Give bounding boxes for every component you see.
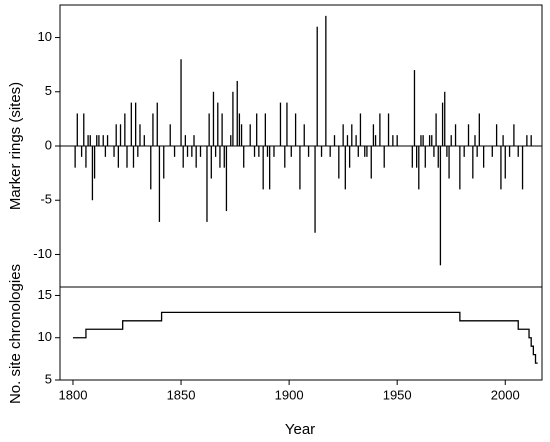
plot-frame xyxy=(59,286,543,381)
x-tick-label: 1950 xyxy=(383,387,412,402)
y-tick-label: 0 xyxy=(45,137,52,152)
y-axis-label: Marker rings (sites) xyxy=(7,82,24,210)
y-tick-label: -5 xyxy=(40,192,52,207)
y-tick-label: 15 xyxy=(38,287,52,302)
x-tick-label: 1900 xyxy=(275,387,304,402)
y-axis-label: No. site chronologies xyxy=(7,264,24,404)
y-tick-label: 10 xyxy=(38,29,52,44)
y-tick-label: 10 xyxy=(38,329,52,344)
x-axis-label: Year xyxy=(285,421,315,438)
y-tick-label: -10 xyxy=(33,246,52,261)
x-tick-label: 1850 xyxy=(167,387,196,402)
line xyxy=(72,311,538,364)
y-tick-label: 5 xyxy=(45,371,52,386)
x-tick-label: 1800 xyxy=(59,387,88,402)
y-tick-label: 5 xyxy=(45,83,52,98)
x-tick-label: 2000 xyxy=(491,387,520,402)
